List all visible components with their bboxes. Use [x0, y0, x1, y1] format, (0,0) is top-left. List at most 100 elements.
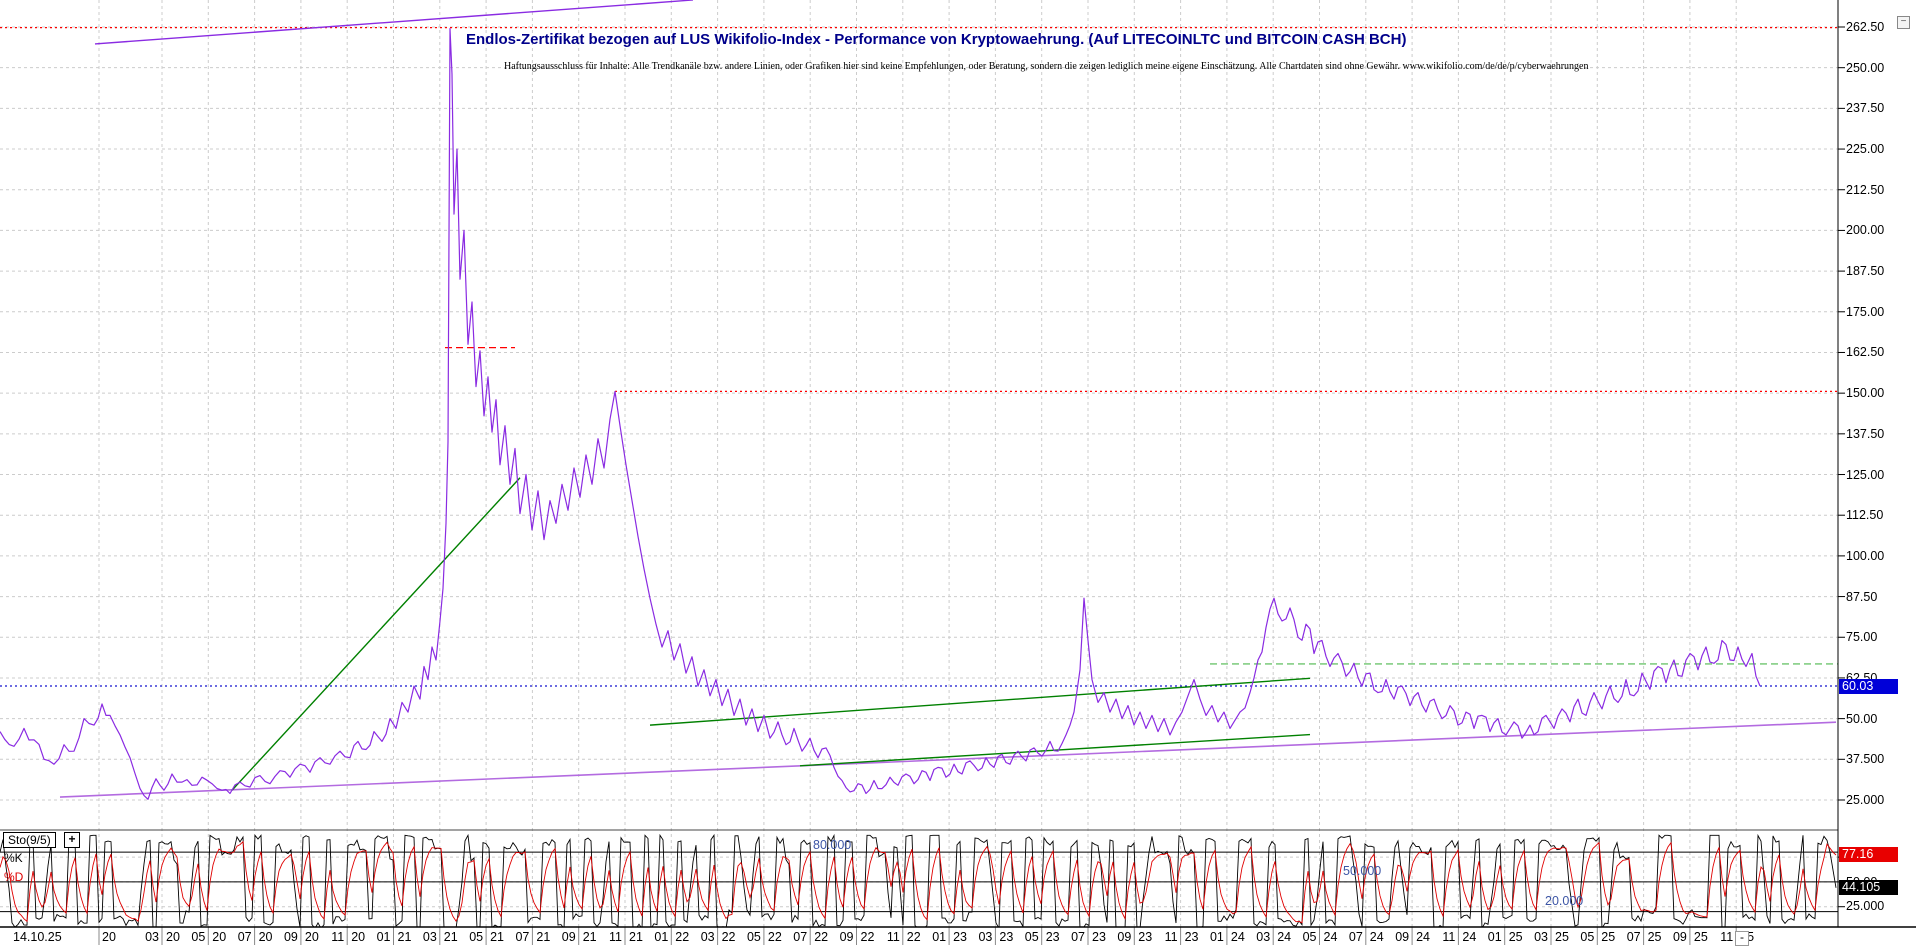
- add-indicator-button[interactable]: +: [64, 832, 80, 848]
- time-axis-start-label: 14.10.25: [13, 930, 62, 944]
- time-axis-year-label: 22: [906, 930, 921, 944]
- collapse-panel-button[interactable]: −: [1897, 16, 1910, 29]
- time-axis-year-label: 22: [675, 930, 690, 944]
- sto-level-50-label: 50.000: [1343, 864, 1382, 878]
- time-axis-month-label: 07: [237, 930, 252, 944]
- time-axis-month-label: 11: [1164, 930, 1178, 944]
- time-axis-year-label: 20: [212, 930, 227, 944]
- time-axis-month-label: 07: [1626, 930, 1641, 944]
- time-axis-year-label: 23: [1184, 930, 1199, 944]
- price-axis-label: 112.50: [1846, 508, 1884, 523]
- chart-disclaimer: Haftungsausschluss für Inhalte: Alle Tre…: [504, 61, 1589, 72]
- time-axis-year-label: 25: [1555, 930, 1569, 944]
- time-axis-month-label: 09: [1395, 930, 1410, 944]
- time-axis-month-label: 09: [561, 930, 576, 944]
- time-axis-year-label: 21: [582, 930, 597, 944]
- time-axis-month-label: 07: [793, 930, 808, 944]
- time-axis-month-label: 05: [746, 930, 761, 944]
- time-axis-year-label: 25: [1601, 930, 1616, 944]
- time-axis-month-label: 05: [1302, 930, 1317, 944]
- price-axis-label: 237.50: [1846, 101, 1885, 116]
- price-axis-label: 150.00: [1846, 386, 1885, 401]
- price-axis-label: 50.00: [1846, 711, 1878, 726]
- time-axis-year-label: 20: [351, 930, 366, 944]
- time-axis-month-label: 11: [886, 930, 900, 944]
- price-axis-label: 100.00: [1846, 548, 1885, 563]
- current-price-badge: 60.03: [1839, 679, 1898, 694]
- time-axis-month-label: 01: [1487, 930, 1502, 944]
- time-axis-month-label: 11: [1720, 930, 1734, 944]
- time-axis-month-label: 07: [515, 930, 530, 944]
- time-axis-month-label: 09: [1672, 930, 1687, 944]
- time-axis-month-label: 07: [1071, 930, 1085, 944]
- time-axis-year-label: 25: [1647, 930, 1662, 944]
- time-axis-year-label: 20: [102, 930, 116, 944]
- time-axis-year-label: 21: [443, 930, 458, 944]
- time-axis-month-label: 11: [609, 930, 622, 944]
- time-axis-year-label: 21: [397, 930, 412, 944]
- sto-axis-label-25: 25.000: [1846, 899, 1885, 913]
- time-axis-month-label: 03: [978, 930, 993, 944]
- scroll-minus-button[interactable]: -: [1735, 931, 1749, 946]
- time-axis-month-label: 03: [422, 930, 437, 944]
- price-axis-label: 250.00: [1846, 60, 1885, 75]
- price-axis-label: 200.00: [1846, 223, 1885, 238]
- time-axis-year-label: 22: [721, 930, 736, 944]
- time-axis-year-label: 21: [629, 930, 643, 944]
- time-axis-year-label: 24: [1323, 930, 1338, 944]
- time-axis-year-label: 24: [1416, 930, 1430, 944]
- time-axis-year-label: 21: [490, 930, 504, 944]
- time-axis-month-label: 01: [932, 930, 947, 944]
- price-axis-label: 125.00: [1846, 467, 1885, 482]
- price-axis-label: 162.50: [1846, 345, 1885, 360]
- stochastic-k-value-badge: 44.105: [1839, 880, 1898, 895]
- price-axis-label: 137.50: [1846, 426, 1885, 441]
- time-axis-year-label: 23: [1138, 930, 1153, 944]
- stochastic-k-label: %K: [4, 851, 23, 865]
- time-axis-year-label: 24: [1462, 930, 1477, 944]
- time-axis-month-label: 07: [1348, 930, 1363, 944]
- time-axis-month-label: 03: [700, 930, 715, 944]
- time-axis-month-label: 01: [376, 930, 391, 944]
- price-axis-label: 262.50: [1846, 20, 1885, 34]
- time-axis-month-label: 09: [839, 930, 854, 944]
- price-axis-label: 187.50: [1846, 264, 1885, 279]
- price-axis-label: 225.00: [1846, 142, 1885, 157]
- time-axis-month-label: 01: [1209, 930, 1224, 944]
- time-axis-month-label: 11: [1442, 930, 1456, 944]
- time-axis-month-label: 05: [1580, 930, 1595, 944]
- time-axis-year-label: 25: [1693, 930, 1708, 944]
- time-axis-year-label: 22: [814, 930, 829, 944]
- stochastic-d-label: %D: [4, 870, 24, 884]
- time-axis-month-label: 05: [469, 930, 484, 944]
- time-axis-year-label: 23: [999, 930, 1014, 944]
- price-axis-label: 87.50: [1846, 589, 1878, 604]
- time-axis-year-label: 23: [953, 930, 967, 944]
- time-axis-month-label: 09: [1117, 930, 1132, 944]
- time-axis-year-label: 24: [1230, 930, 1245, 944]
- sto-level-20-label: 20.000: [1545, 894, 1584, 908]
- sto-level-80-label: 80.000: [813, 838, 852, 852]
- price-axis-label: 37.500: [1846, 752, 1885, 767]
- price-axis-label: 25.000: [1846, 792, 1885, 807]
- time-axis-year-label: 24: [1277, 930, 1292, 944]
- time-axis-year-label: 20: [304, 930, 319, 944]
- time-axis-year-label: 25: [1508, 930, 1523, 944]
- stochastic-indicator-button[interactable]: Sto(9/5): [3, 832, 56, 848]
- time-axis-month-label: 11: [331, 930, 345, 944]
- time-axis-month-label: 03: [1256, 930, 1271, 944]
- time-axis-year-label: 20: [166, 930, 180, 944]
- time-axis-year-label: 21: [536, 930, 551, 944]
- chart-title: Endlos-Zertifikat bezogen auf LUS Wikifo…: [466, 31, 1407, 48]
- time-axis-month-label: 05: [191, 930, 206, 944]
- stochastic-d-value-badge: 77.16: [1839, 847, 1898, 862]
- price-axis-label: 175.00: [1846, 304, 1885, 319]
- time-axis-year-label: 22: [860, 930, 875, 944]
- time-axis-month-label: 03: [1534, 930, 1548, 944]
- price-axis-label: 75.00: [1846, 630, 1878, 645]
- time-axis-year-label: 22: [767, 930, 782, 944]
- time-axis-month-label: 05: [1024, 930, 1039, 944]
- time-axis-month-label: 09: [283, 930, 298, 944]
